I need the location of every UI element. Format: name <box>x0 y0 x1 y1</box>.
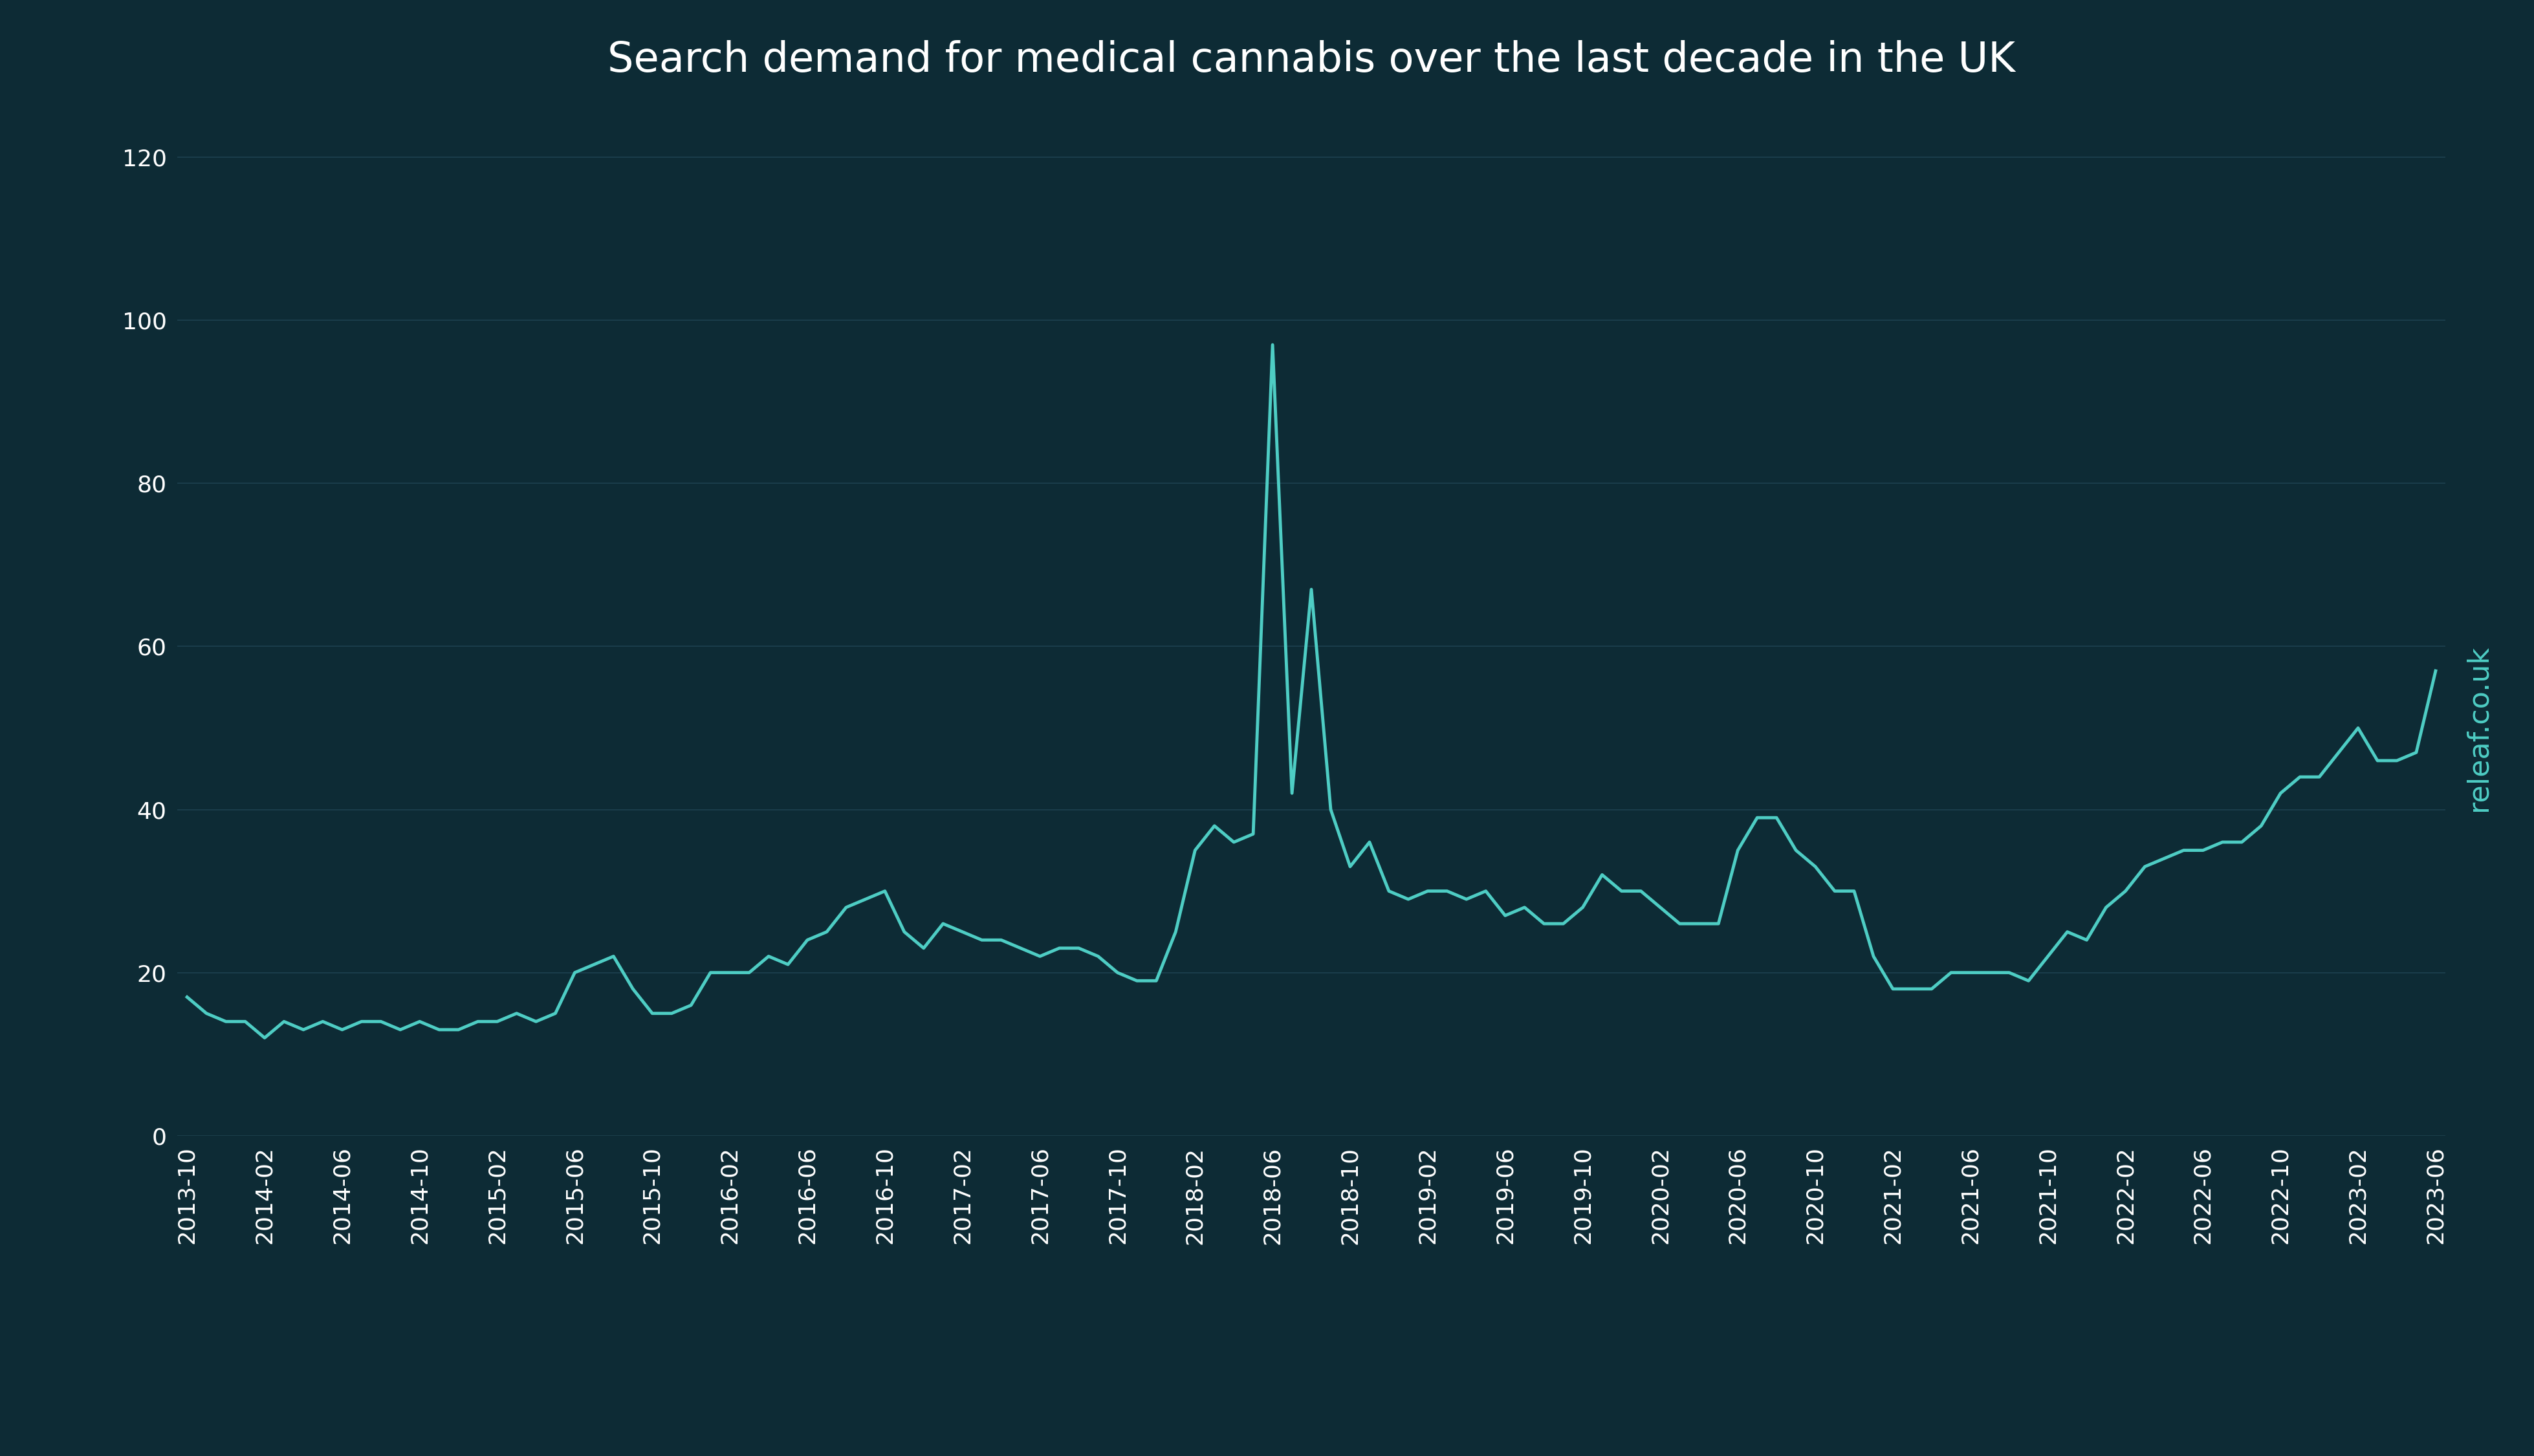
Text: releaf.co.uk: releaf.co.uk <box>2466 645 2491 811</box>
Title: Search demand for medical cannabis over the last decade in the UK: Search demand for medical cannabis over … <box>608 39 2015 80</box>
